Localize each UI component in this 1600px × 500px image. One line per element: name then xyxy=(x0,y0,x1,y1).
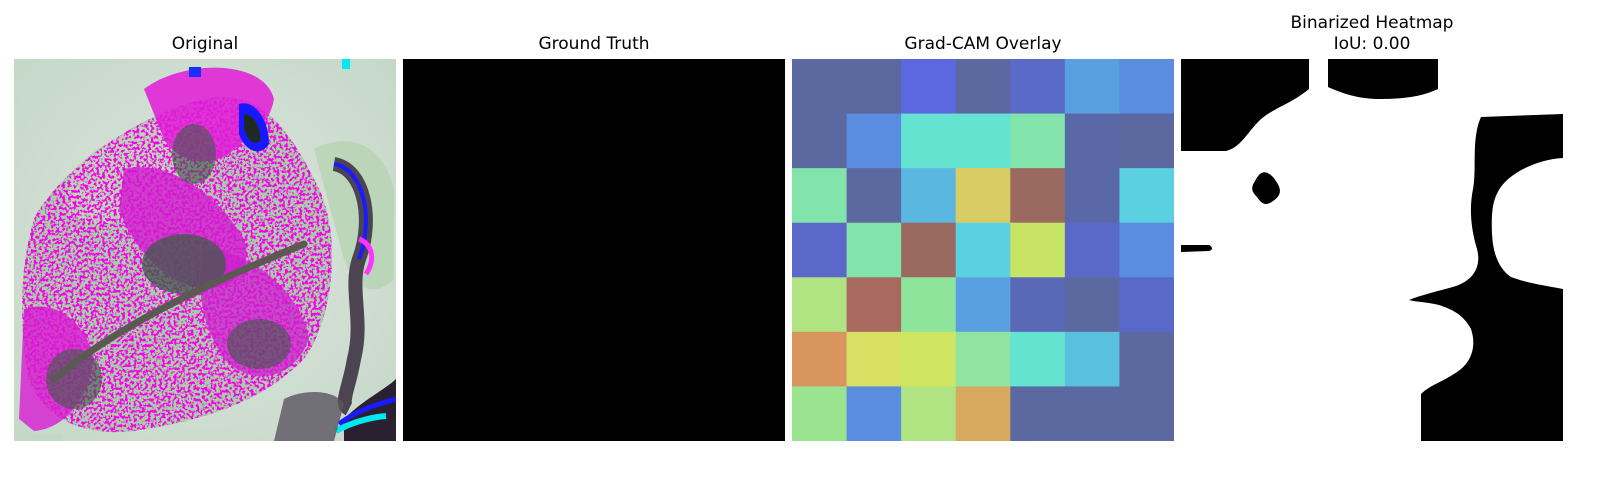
ground-truth-mask xyxy=(403,59,785,441)
original-image xyxy=(14,59,396,441)
gradcam-cell xyxy=(1119,113,1174,169)
gradcam-cell xyxy=(1064,277,1120,333)
gradcam-overlay-image xyxy=(792,59,1174,441)
gradcam-cell xyxy=(846,331,902,387)
mask-region xyxy=(1252,172,1280,204)
gradcam-cell xyxy=(846,222,902,278)
gradcam-cell xyxy=(1010,113,1066,169)
gradcam-cell xyxy=(1119,168,1174,224)
gradcam-cell xyxy=(792,222,848,278)
gradcam-cell xyxy=(955,386,1011,441)
gradcam-cell xyxy=(955,222,1011,278)
gradcam-cell xyxy=(846,277,902,333)
gradcam-cell xyxy=(792,59,848,115)
gradcam-cell xyxy=(1010,386,1066,441)
gradcam-cell xyxy=(1064,331,1120,387)
gradcam-cell xyxy=(1119,386,1174,441)
binarized-heatmap-image xyxy=(1181,59,1563,441)
mask-region xyxy=(1328,59,1438,99)
gradcam-cell xyxy=(955,59,1011,115)
panel-title-original: Original xyxy=(171,34,239,54)
gradcam-cell xyxy=(846,59,902,115)
gradcam-cell xyxy=(955,113,1011,169)
gradcam-cell xyxy=(901,222,957,278)
gradcam-cell xyxy=(1064,168,1120,224)
iou-label: IoU: 0.00 xyxy=(1333,34,1411,54)
mask-region xyxy=(1181,59,1309,151)
gradcam-cell xyxy=(1010,168,1066,224)
gradcam-cell xyxy=(955,277,1011,333)
gradcam-cell xyxy=(1119,222,1174,278)
gradcam-cell xyxy=(792,386,848,441)
gradcam-cell xyxy=(955,168,1011,224)
panel-title-binarized: Binarized Heatmap xyxy=(1290,13,1454,33)
gradcam-cell xyxy=(901,113,957,169)
mask-region xyxy=(1409,114,1563,441)
gradcam-cell xyxy=(1010,277,1066,333)
gradcam-cell xyxy=(1010,59,1066,115)
gradcam-cell xyxy=(1064,386,1120,441)
gradcam-cell xyxy=(792,331,848,387)
gradcam-cell xyxy=(1064,59,1120,115)
panel-ground-truth: Ground Truth xyxy=(403,0,785,460)
gradcam-cell xyxy=(901,168,957,224)
gradcam-cell xyxy=(846,168,902,224)
gradcam-cell xyxy=(1064,113,1120,169)
gradcam-cell xyxy=(901,59,957,115)
gradcam-cell xyxy=(792,113,848,169)
panel-title-ground-truth: Ground Truth xyxy=(538,34,650,54)
mask-region xyxy=(1181,245,1212,252)
gradcam-cell xyxy=(1119,331,1174,387)
gradcam-cell xyxy=(792,168,848,224)
panel-original: Original xyxy=(14,0,396,460)
gradcam-cell xyxy=(1010,331,1066,387)
gradcam-cell xyxy=(1119,277,1174,333)
gradcam-cell xyxy=(901,277,957,333)
panel-gradcam: Grad-CAM Overlay xyxy=(792,0,1174,460)
panel-title-gradcam: Grad-CAM Overlay xyxy=(904,34,1062,54)
gradcam-cell xyxy=(846,113,902,169)
gradcam-cell xyxy=(1064,222,1120,278)
gradcam-cell xyxy=(846,386,902,441)
panel-binarized: Binarized Heatmap IoU: 0.00 xyxy=(1181,0,1563,460)
gradcam-cell xyxy=(792,277,848,333)
gradcam-cell xyxy=(1119,59,1174,115)
gradcam-cell xyxy=(901,386,957,441)
gradcam-cell xyxy=(1010,222,1066,278)
gradcam-cell xyxy=(955,331,1011,387)
gradcam-cell xyxy=(901,331,957,387)
gradcam-grid xyxy=(792,59,1174,441)
